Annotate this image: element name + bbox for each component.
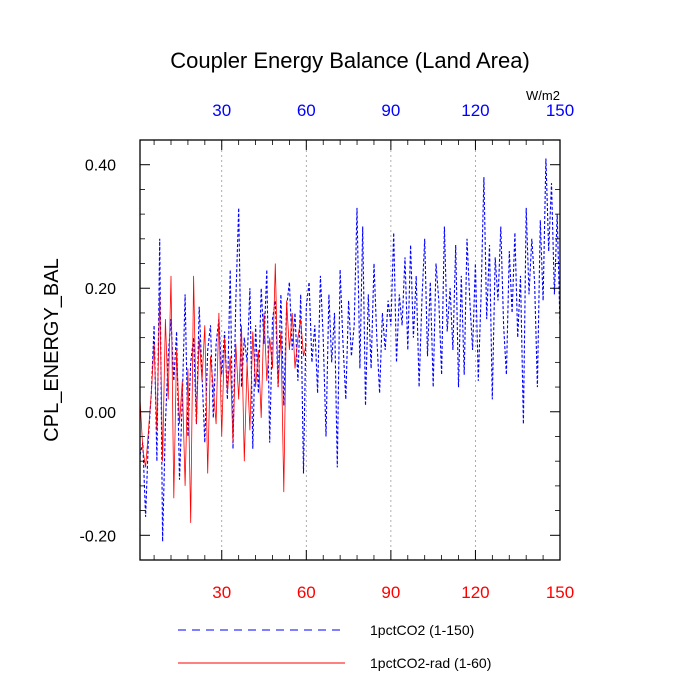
x-tick-label-top-30: 30 (212, 101, 231, 120)
legend-label-1pctco2: 1pctCO2 (1-150) (370, 622, 474, 638)
series-layer (139, 158, 561, 542)
x-tick-label-bottom-150: 150 (546, 583, 574, 602)
chart-title: Coupler Energy Balance (Land Area) (170, 48, 530, 73)
x-tick-label-bottom-30: 30 (212, 583, 231, 602)
y-tick-label-0: -0.20 (80, 528, 117, 545)
x-tick-label-bottom-90: 90 (381, 583, 400, 602)
legend-label-1pctco2-rad: 1pctCO2-rad (1-60) (370, 655, 491, 671)
x-tick-label-bottom-120: 120 (461, 583, 489, 602)
plot-frame (139, 139, 561, 561)
series-line-0 (139, 158, 561, 542)
legend: 1pctCO2 (1-150) 1pctCO2-rad (1-60) (178, 622, 491, 671)
x-tick-label-bottom-60: 60 (297, 583, 316, 602)
tick-labels: 30 30 60 60 90 90 120 120 150 150 -0.20 0.00 0.20 0.4… (80, 101, 575, 602)
grid (221, 140, 476, 560)
y-tick-label-1: 0.00 (85, 405, 116, 422)
y-tick-label-3: 0.40 (85, 158, 116, 175)
x-tick-label-top-60: 60 (297, 101, 316, 120)
series-line-1 (139, 263, 307, 523)
x-tick-label-top-90: 90 (381, 101, 400, 120)
units-label: W/m2 (526, 88, 560, 103)
y-tick-label-2: 0.20 (85, 281, 116, 298)
x-tick-label-top-120: 120 (461, 101, 489, 120)
y-axis-label: CPL_ENERGY_BAL (41, 258, 63, 441)
x-tick-label-top-150: 150 (546, 101, 574, 120)
ticks (140, 139, 561, 561)
